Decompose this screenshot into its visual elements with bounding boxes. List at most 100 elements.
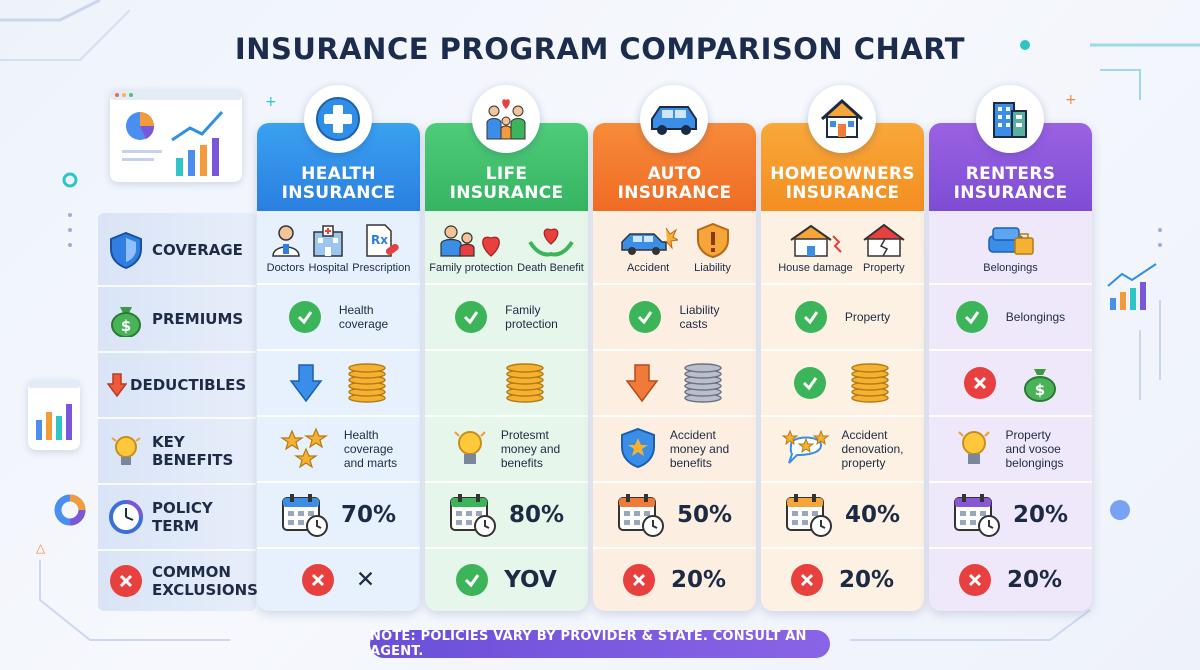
donut-icon-decoration — [52, 492, 88, 532]
family-icon — [472, 85, 540, 153]
row-labels-column: COVERAGE $ PREMIUMS DEDUCTIBLES KEY BENEF… — [98, 213, 258, 611]
row-label-exclusions: COMMON EXCLUSIONS — [98, 551, 258, 611]
check-icon — [629, 301, 662, 333]
house-icon — [808, 85, 876, 153]
life-exclusion-cell: YOV — [425, 549, 588, 611]
row-label-premiums: $ PREMIUMS — [98, 287, 256, 351]
x-circle-icon — [790, 564, 823, 596]
liability-shield-icon — [696, 222, 729, 259]
down-arrow-icon — [625, 364, 658, 403]
property-icon — [863, 223, 905, 257]
home-coverage-cell: House damage Property — [761, 213, 924, 283]
health-deductible-cell — [257, 351, 420, 415]
check-icon — [455, 301, 488, 333]
stars-icon — [279, 427, 328, 469]
mini-chart-card-right — [1104, 260, 1162, 314]
home-deductible-cell — [761, 351, 924, 415]
car-icon — [640, 85, 708, 153]
life-premium-cell: Family protection — [425, 285, 588, 349]
svg-text:△: △ — [36, 541, 46, 555]
x-circle-icon — [301, 564, 334, 596]
life-benefit-cell: Protesmt money and benefits — [425, 417, 588, 481]
health-coverage-cell: Doctors Hospital Rx Prescription — [257, 213, 420, 283]
column-renters-insurance: RENTERS INSURANCE Belongings Belongings $… — [929, 123, 1092, 611]
svg-text:+: + — [1065, 92, 1077, 108]
renters-premium-cell: Belongings — [929, 285, 1092, 349]
renters-exclusion-cell: 20% — [929, 549, 1092, 611]
life-coverage-cell: Family protection Death Benefit — [425, 213, 588, 283]
prescription-icon: Rx — [366, 224, 399, 257]
health-premium-cell: Health coverage — [257, 285, 420, 349]
calendar-clock-icon — [617, 494, 664, 537]
money-bag-icon: $ — [106, 299, 146, 339]
auto-benefit-cell: Accident money and benefits — [593, 417, 756, 481]
life-term-cell: 80% — [425, 483, 588, 547]
calendar-clock-icon — [449, 494, 496, 537]
life-deductible-cell — [425, 351, 588, 415]
x-circle-icon — [106, 561, 146, 601]
lightbulb-icon — [106, 431, 146, 471]
dashboard-illustration — [110, 90, 242, 182]
death-benefit-icon — [527, 228, 574, 257]
coins-icon — [505, 363, 544, 403]
money-bag-icon: $ — [1023, 369, 1056, 402]
row-label-coverage: COVERAGE — [98, 215, 256, 285]
home-premium-cell: Property — [761, 285, 924, 349]
mini-chart-card-left — [28, 380, 80, 450]
health-exclusion-cell: ✕ — [257, 549, 420, 611]
calendar-clock-icon — [281, 494, 328, 537]
svg-text:$: $ — [1034, 381, 1044, 399]
health-benefit-cell: Health coverage and marts — [257, 417, 420, 481]
renters-benefit-cell: Property and vosoe belongings — [929, 417, 1092, 481]
auto-deductible-cell — [593, 351, 756, 415]
family-protection-icon — [440, 225, 501, 257]
column-homeowners-insurance: HOMEOWNERS INSURANCE House damage Propert… — [761, 123, 924, 611]
auto-exclusion-cell: 20% — [593, 549, 756, 611]
x-circle-icon — [958, 564, 991, 596]
house-damage-icon — [790, 224, 843, 257]
check-icon — [794, 301, 827, 333]
hospital-icon — [313, 225, 344, 257]
clock-icon — [106, 497, 146, 537]
stars-bubble-icon — [781, 429, 830, 464]
column-health-insurance: HEALTH INSURANCE Doctors Hospital Rx Presc… — [257, 123, 420, 611]
coins-icon — [683, 363, 722, 403]
x-circle-icon — [963, 367, 996, 399]
doctor-icon — [271, 225, 300, 257]
shield-icon — [106, 230, 146, 270]
coins-icon — [347, 363, 386, 403]
health-term-cell: 70% — [257, 483, 420, 547]
down-arrow-icon — [289, 364, 322, 403]
disclaimer-note: NOTE: POLICIES VARY BY PROVIDER & STATE.… — [370, 629, 830, 659]
auto-coverage-cell: Accident Liability — [593, 213, 756, 283]
lightbulb-icon — [454, 431, 486, 464]
check-icon — [793, 367, 826, 399]
renters-coverage-cell: Belongings — [929, 213, 1092, 283]
home-exclusion-cell: 20% — [761, 549, 924, 611]
home-term-cell: 40% — [761, 483, 924, 547]
calendar-clock-icon — [953, 494, 1000, 537]
coins-icon — [850, 363, 889, 403]
column-life-insurance: LIFE INSURANCE Family protection Death Be… — [425, 123, 588, 611]
shield-star-icon — [620, 427, 655, 469]
check-icon — [288, 301, 321, 333]
column-auto-insurance: AUTO INSURANCE Accident Liability Liabili… — [593, 123, 756, 611]
svg-text:Rx: Rx — [371, 233, 388, 247]
row-label-key-benefits: KEY BENEFITS — [98, 419, 256, 483]
column-header-auto: AUTO INSURANCE — [593, 123, 756, 211]
arrow-down-icon — [106, 365, 128, 405]
health-cross-icon — [304, 85, 372, 153]
apartment-building-icon — [976, 85, 1044, 153]
x-circle-icon — [622, 564, 655, 596]
page-title: INSURANCE PROGRAM COMPARISON CHART — [234, 32, 966, 66]
calendar-clock-icon — [785, 494, 832, 537]
analytics-chart-icon — [110, 90, 242, 176]
svg-text:$: $ — [121, 317, 131, 335]
home-benefit-cell: Accident denovation, property — [761, 417, 924, 481]
check-icon — [955, 301, 988, 333]
lightbulb-icon — [958, 431, 991, 464]
renters-term-cell: 20% — [929, 483, 1092, 547]
auto-premium-cell: Liability casts — [593, 285, 756, 349]
svg-text:+: + — [265, 94, 277, 110]
